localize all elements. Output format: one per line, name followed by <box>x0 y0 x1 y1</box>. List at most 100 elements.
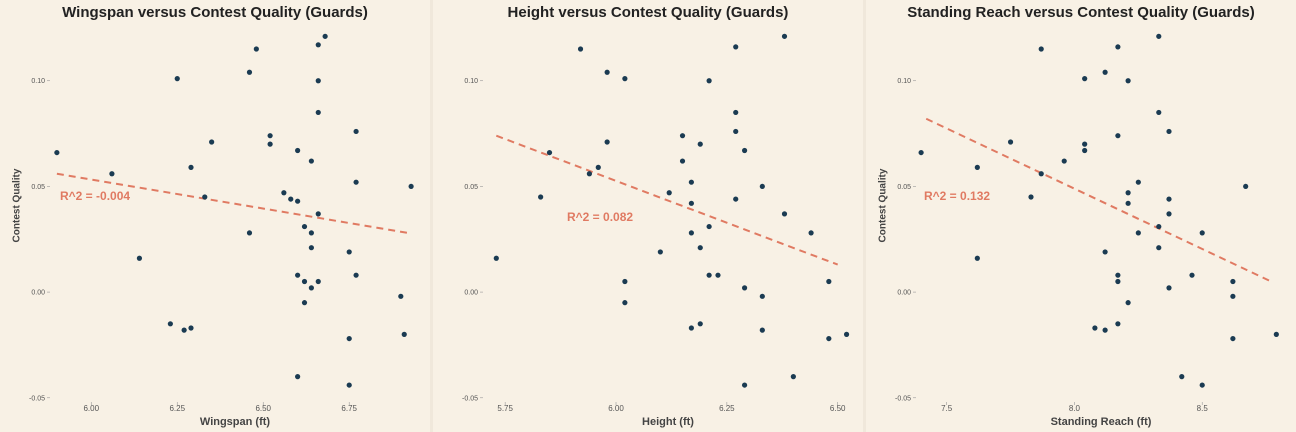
data-point <box>1115 44 1121 50</box>
data-point <box>604 69 610 75</box>
data-point <box>1135 179 1141 185</box>
data-point <box>974 255 980 261</box>
data-point <box>1115 272 1121 278</box>
r-squared-annotation: R^2 = -0.004 <box>60 189 131 203</box>
data-point <box>1189 272 1195 278</box>
data-point <box>1038 46 1044 52</box>
data-point <box>308 230 314 236</box>
r-squared-annotation: R^2 = 0.132 <box>924 189 991 203</box>
data-point <box>826 278 832 285</box>
x-tick-label: 8.0 <box>1069 404 1081 413</box>
chart-panel-wingspan: -0.05 0.00 0.05 0.10 6.00 6.25 6.50 6.75 Wingsp… <box>0 0 430 432</box>
y-tick-label: 0.10 <box>464 78 478 85</box>
x-tick-label: 6.00 <box>83 404 99 413</box>
data-point <box>136 255 143 261</box>
data-point <box>918 149 924 156</box>
data-point <box>288 196 294 202</box>
data-point <box>1156 33 1162 39</box>
x-axis-label: Standing Reach (ft) <box>1050 416 1152 428</box>
data-point <box>1230 293 1236 299</box>
chart-title: Standing Reach versus Contest Quality (G… <box>907 4 1255 21</box>
data-point <box>733 196 739 202</box>
data-point <box>209 139 215 145</box>
scatter-plot-standing-reach: -0.05 0.00 0.05 0.10 7.5 8.0 8.5 <box>895 33 1279 413</box>
data-point <box>315 211 321 217</box>
data-point <box>781 211 788 217</box>
data-point <box>688 179 694 185</box>
y-axis-label: Contest Quality <box>877 168 889 243</box>
data-point <box>1007 139 1014 145</box>
y-tick-label: -0.05 <box>29 395 45 402</box>
y-tick-label: 0.05 <box>897 184 911 191</box>
x-axis-label: Wingspan (ft) <box>199 416 271 428</box>
data-point <box>1102 249 1108 255</box>
data-point <box>253 46 259 52</box>
y-tick-label: 0.00 <box>897 290 911 297</box>
data-point <box>808 230 814 236</box>
x-tick-label: 6.75 <box>341 404 357 413</box>
data-point <box>595 164 601 170</box>
y-axis-label: Contest Quality <box>11 168 23 243</box>
data-point <box>688 325 694 331</box>
data-point <box>1115 278 1121 285</box>
data-point <box>843 331 850 337</box>
data-point <box>308 285 314 291</box>
data-point <box>295 198 301 204</box>
data-point <box>622 300 628 306</box>
data-point <box>188 325 194 331</box>
data-point <box>295 374 301 380</box>
x-tick-label: 8.5 <box>1197 404 1209 413</box>
data-point <box>54 149 60 156</box>
data-point <box>1125 200 1131 206</box>
data-point <box>1166 196 1172 202</box>
data-point <box>301 300 308 306</box>
data-point <box>174 76 180 82</box>
data-point <box>301 223 308 230</box>
y-tick-label: 0.10 <box>897 78 911 85</box>
data-point <box>1135 230 1141 236</box>
data-point <box>1125 300 1131 306</box>
data-point <box>759 183 765 190</box>
data-point <box>706 78 712 84</box>
data-point <box>322 33 328 39</box>
data-point <box>706 223 712 230</box>
data-point <box>398 293 404 299</box>
scatter-plot-height: -0.05 0.00 0.05 0.10 5.75 6.00 6.25 6.50 <box>462 33 850 413</box>
data-point <box>1115 321 1121 327</box>
data-point <box>741 285 748 291</box>
data-point <box>346 249 352 255</box>
data-point <box>1102 327 1108 333</box>
data-point <box>267 141 273 147</box>
scatter-plot-wingspan: -0.05 0.00 0.05 0.10 6.00 6.25 6.50 6.75 <box>29 33 414 413</box>
data-point <box>546 149 553 156</box>
x-tick-label: 6.50 <box>255 404 271 413</box>
y-tick-label: 0.05 <box>464 184 478 191</box>
data-point <box>281 190 287 196</box>
data-point <box>308 158 314 164</box>
data-point <box>1243 183 1249 190</box>
chart-title: Wingspan versus Contest Quality (Guards) <box>62 4 368 21</box>
data-point <box>697 245 703 251</box>
data-point <box>1166 285 1172 291</box>
x-tick-label: 7.5 <box>941 404 953 413</box>
y-tick-label: 0.00 <box>31 290 45 297</box>
data-point <box>1166 128 1172 135</box>
data-point <box>1125 190 1131 196</box>
data-point <box>202 194 208 200</box>
data-point <box>666 190 672 196</box>
chart-panel-height: -0.05 0.00 0.05 0.10 5.75 6.00 6.25 6.50 Height… <box>433 0 863 432</box>
data-point <box>401 331 407 337</box>
data-point <box>790 374 796 380</box>
y-tick-label: 0.10 <box>31 78 45 85</box>
data-point <box>1166 211 1172 217</box>
data-point <box>741 382 748 388</box>
trend-line <box>495 134 839 266</box>
data-point <box>493 255 499 261</box>
data-point <box>1156 245 1162 251</box>
x-tick-label: 6.25 <box>719 404 735 413</box>
data-point <box>706 272 712 278</box>
x-tick-label: 6.50 <box>830 404 846 413</box>
data-point <box>1082 141 1088 147</box>
data-point <box>246 230 253 236</box>
x-tick-label: 6.00 <box>608 404 624 413</box>
